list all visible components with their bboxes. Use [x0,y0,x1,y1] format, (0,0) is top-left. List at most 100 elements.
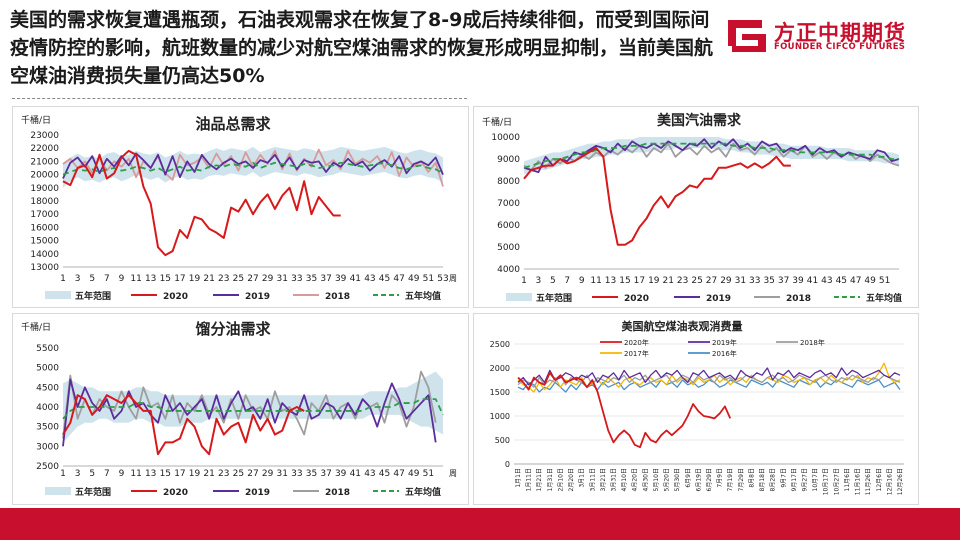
series-line-2017 [517,362,901,393]
y-tick-label: 5000 [36,364,59,374]
y-tick-label: 20000 [30,171,59,181]
x-tick-label: 21 [663,276,674,286]
x-tick-label: 1 [60,469,66,479]
x-tick-label: 11 [590,276,601,286]
chart-title: 油品总需求 [195,115,271,133]
x-tick-label: 4月20日 [632,468,639,491]
series-line-avg [523,142,899,169]
x-tick-label: 37 [778,276,789,286]
x-tick-label: 49 [864,276,876,286]
y-tick-label: 18000 [30,197,59,207]
x-tick-label: 7月9日 [717,468,724,488]
x-tick-label: 27 [706,276,717,286]
x-tick-label: 33 [749,276,760,286]
series-line-2019 [517,367,901,386]
x-tick-label: 6月9日 [685,468,692,488]
y-tick-label: 6000 [497,221,520,231]
x-tick-label: 2月10日 [557,468,564,491]
x-tick-label: 1月1日 [515,468,522,488]
x-tick-label: 10月7日 [812,468,819,491]
x-tick-label: 8月28日 [770,468,777,491]
x-tick-label: 11 [130,274,141,284]
y-tick-label: 1000 [490,412,510,421]
y-tick-label: 19000 [30,184,59,194]
x-tick-label: 13 [605,276,616,286]
x-tick-label: 15 [619,276,630,286]
chart-svg: 美国汽油需求 千桶/日 4000 5000 6000 7000 8000 9000 10000 1… [482,112,902,304]
x-tick-label: 6月19日 [695,468,702,491]
x-tick-label: 3月21日 [600,468,607,491]
x-tick-label: 9月7日 [780,468,787,488]
logo-en-text: FOUNDER CIFCO FUTURES [774,42,906,52]
x-tick-label: 13 [145,469,156,479]
legend-label: 五年均值 [866,292,902,304]
chart-title: 美国汽油需求 [657,112,742,129]
legend-label: 2019年 [712,338,737,347]
x-tick-label: 47 [850,276,861,286]
x-tick-label: 1月31日 [547,468,554,491]
x-tick-label: 43 [364,469,375,479]
x-tick-label: 6月29日 [706,468,713,491]
y-tick-label: 21000 [30,157,59,167]
x-tick-label: 11月6日 [844,468,851,491]
chart-title: 美国航空煤油表观消费量 [622,319,743,333]
x-tick-label: 17 [634,276,645,286]
legend-label: 五年均值 [405,486,441,498]
legend-label: 2019 [706,294,731,304]
y-tick-label: 10000 [491,133,520,143]
series-line-2020 [62,394,305,456]
y-unit-label: 千桶/日 [21,321,51,333]
chart-panel-distillate-demand: 馏分油需求 千桶/日 2500 3000 3500 4000 4500 5000 5500 1 3 5… [12,313,469,505]
x-tick-label: 9 [579,276,585,286]
x-tick-label: 3 [75,274,81,284]
y-tick-label: 2500 [36,462,59,472]
x-tick-label: 25 [233,469,244,479]
x-tick-label: 1月21日 [536,468,543,491]
y-tick-label: 5500 [36,344,59,354]
x-tick-label: 9 [119,274,125,284]
x-tick-label: 15 [160,469,171,479]
legend-label: 2018 [325,488,350,498]
legend-label: 五年范围 [536,292,572,304]
x-tick-label: 51 [423,469,434,479]
x-tick-label: 39 [335,469,347,479]
x-tick-label: 11 [130,469,141,479]
y-tick-label: 2500 [490,340,510,349]
y-unit-label: 千桶/日 [482,116,512,128]
x-tick-label: 11月26日 [865,468,872,495]
x-tick-label: 3月31日 [611,468,618,491]
series-line-2020 [62,149,341,257]
y-unit-label: 千桶/日 [21,114,51,126]
legend-label: 五年范围 [75,290,111,302]
y-tick-label: 17000 [30,210,59,220]
title-divider [12,98,467,99]
x-tick-label: 5月10日 [653,468,660,491]
x-tick-label: 5 [89,274,95,284]
x-tick-label: 53 [437,274,448,284]
chart-panel-jet-fuel: 美国航空煤油表观消费量 0 500 1000 1500 2000 2500 1月1日 1月11日… [473,313,919,505]
y-tick-label: 14000 [30,250,59,260]
legend-swatch-range [45,487,71,495]
x-tick-label: 31 [277,469,288,479]
x-tick-label: 51 [423,274,434,284]
x-tick-label: 41 [350,469,361,479]
x-tick-label: 9月17日 [791,468,798,491]
series-line-2020 [523,147,791,246]
y-tick-label: 9000 [497,155,520,165]
x-tick-label: 37 [320,274,331,284]
x-tick-label: 45 [836,276,847,286]
chart-title: 馏分油需求 [194,320,271,338]
legend-label: 五年范围 [75,486,111,498]
y-tick-label: 5000 [497,243,520,253]
x-tick-label: 11月16日 [855,468,862,495]
x-tick-label: 10月17日 [823,468,830,495]
x-tick-label: 29 [262,274,274,284]
x-tick-label: 17 [174,469,185,479]
x-tick-label: 5月30日 [674,468,681,491]
x-tick-label: 31 [277,274,288,284]
x-tick-label: 9 [119,469,125,479]
x-tick-label: 10月27日 [833,468,840,495]
legend-label: 2018年 [800,338,825,347]
headline: 美国的需求恢复遭遇瓶颈，石油表观需求在恢复了8-9成后持续徘徊，而受到国际间疫情… [10,9,714,87]
